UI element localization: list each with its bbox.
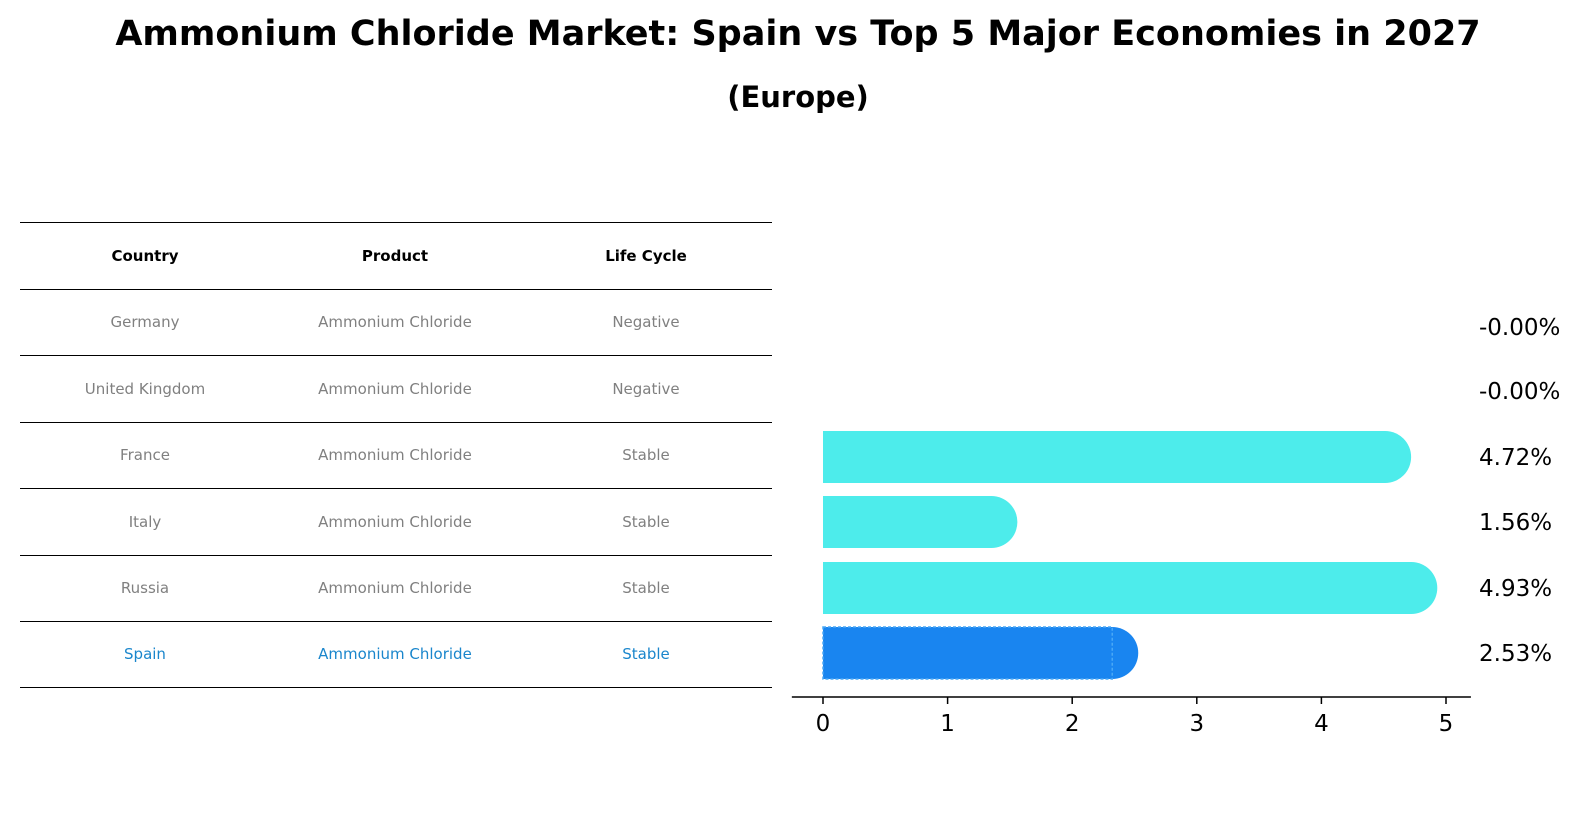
product-cell: Ammonium Chloride — [318, 512, 472, 531]
country-cell: Italy — [128, 512, 162, 531]
value-label: 4.72% — [1479, 445, 1552, 471]
product-cell: Ammonium Chloride — [318, 446, 472, 465]
life-cycle-cell: Stable — [622, 579, 670, 598]
value-label: 4.93% — [1479, 576, 1552, 602]
country-table: Country Product Life Cycle Germany Ammon… — [20, 222, 772, 688]
country-cell: Russia — [120, 579, 170, 598]
product-cell: Ammonium Chloride — [318, 313, 472, 332]
chart-subtitle: (Europe) — [727, 80, 869, 114]
header-life-cycle: Life Cycle — [605, 246, 687, 265]
table-row: Germany Ammonium Chloride Negative — [20, 288, 772, 356]
product-cell: Ammonium Chloride — [318, 645, 472, 664]
life-cycle-cell: Stable — [622, 446, 670, 465]
table-row: Italy Ammonium Chloride Stable — [20, 488, 772, 555]
table-row: Russia Ammonium Chloride Stable — [20, 554, 772, 622]
bar-highlight — [823, 627, 1139, 679]
table-row-highlight: Spain Ammonium Chloride Stable — [20, 621, 772, 688]
value-label: -0.00% — [1479, 379, 1560, 405]
bar-highlight-outline — [822, 626, 1113, 680]
chart-title: Ammonium Chloride Market: Spain vs Top 5… — [115, 14, 1481, 54]
bar — [823, 496, 1018, 548]
country-cell: France — [120, 446, 170, 465]
life-cycle-cell: Stable — [622, 512, 670, 531]
bar — [823, 431, 1412, 483]
x-tick-label: 2 — [1065, 711, 1080, 737]
country-cell: Germany — [110, 313, 180, 332]
country-cell: Spain — [124, 645, 166, 664]
value-label: 2.53% — [1479, 641, 1552, 667]
life-cycle-cell: Negative — [612, 379, 680, 398]
x-tick-label: 0 — [816, 711, 831, 737]
product-cell: Ammonium Chloride — [318, 579, 472, 598]
life-cycle-cell: Negative — [612, 313, 680, 332]
value-label: -0.00% — [1479, 315, 1560, 341]
x-tick-label: 1 — [940, 711, 955, 737]
bar — [823, 562, 1438, 614]
x-tick-label: 4 — [1314, 711, 1329, 737]
country-cell: United Kingdom — [84, 379, 206, 398]
value-label: 1.56% — [1479, 510, 1552, 536]
table-row: United Kingdom Ammonium Chloride Negativ… — [20, 355, 772, 422]
table-row: France Ammonium Chloride Stable — [20, 421, 772, 489]
life-cycle-cell: Stable — [622, 645, 670, 664]
x-tick-label: 3 — [1189, 711, 1204, 737]
product-cell: Ammonium Chloride — [318, 379, 472, 398]
header-country: Country — [111, 246, 179, 265]
table-header-row: Country Product Life Cycle — [20, 222, 772, 289]
x-tick-label: 5 — [1439, 711, 1454, 737]
header-product: Product — [361, 246, 429, 265]
